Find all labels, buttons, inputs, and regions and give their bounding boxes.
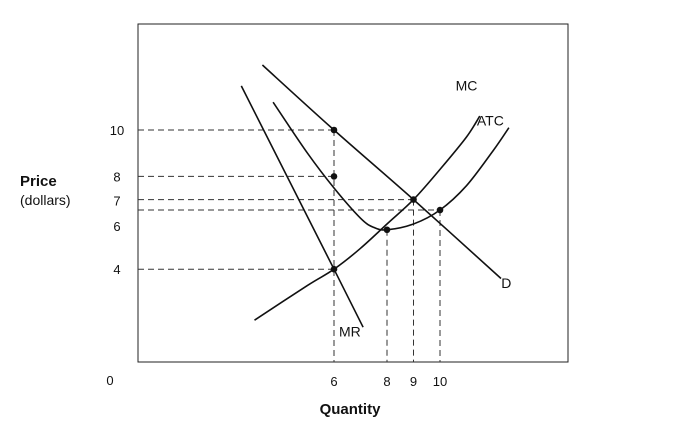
y-tick-label: 7	[113, 194, 120, 209]
curve-atc	[272, 101, 510, 231]
curves	[240, 64, 510, 328]
curve-mc	[254, 115, 481, 321]
highlight-point	[383, 226, 391, 234]
origin-label: 0	[106, 373, 113, 388]
x-tick-label: 10	[433, 374, 447, 389]
highlight-point	[436, 206, 444, 214]
y-axis-title: Price	[20, 173, 57, 190]
highlight-point	[410, 196, 417, 203]
highlight-point	[330, 126, 338, 134]
curve-label-d: D	[501, 275, 511, 291]
curve-label-atc: ATC	[477, 112, 504, 128]
points	[330, 126, 444, 273]
curve-d	[261, 64, 502, 280]
highlight-point	[330, 265, 338, 273]
curve-mr	[240, 85, 364, 328]
curve-label-mr: MR	[339, 323, 361, 339]
highlight-point	[330, 173, 338, 180]
x-tick-label: 9	[410, 374, 417, 389]
y-axis-unit: (dollars)	[20, 192, 71, 208]
y-tick-label: 8	[113, 169, 120, 184]
guide-lines	[138, 129, 441, 362]
labels: 4 6 7 8 10 6 8 9 10 MC ATC D MR	[110, 78, 512, 389]
x-axis-title: Quantity	[320, 401, 381, 418]
x-tick-label: 6	[330, 374, 337, 389]
plot-frame	[137, 23, 569, 363]
x-tick-label: 8	[383, 374, 390, 389]
y-tick-label: 4	[113, 262, 120, 277]
y-tick-label: 10	[110, 123, 124, 138]
curve-label-mc: MC	[456, 78, 478, 94]
y-tick-label: 6	[113, 219, 120, 234]
